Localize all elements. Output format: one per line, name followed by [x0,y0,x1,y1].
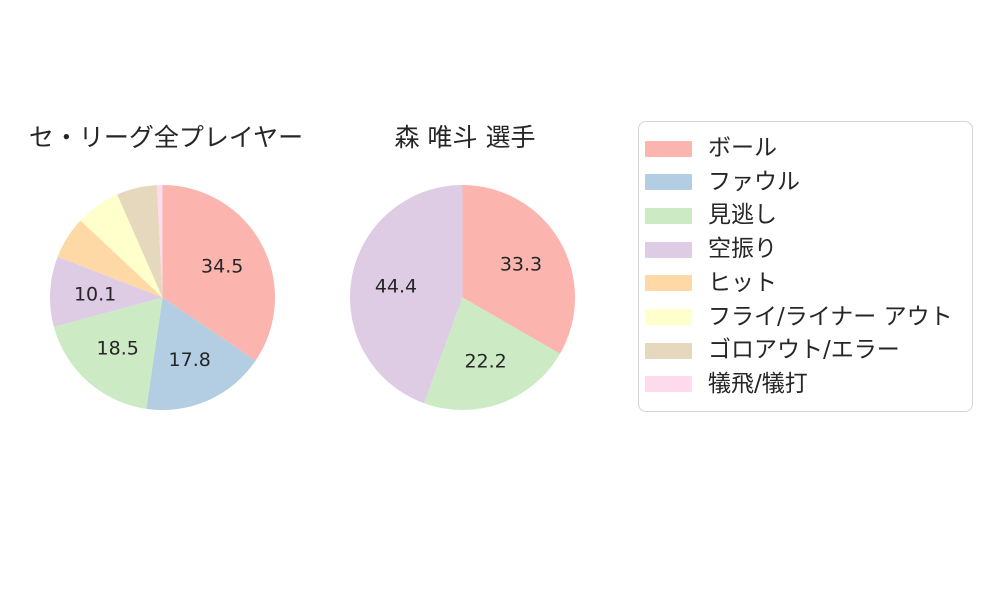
pie-title-player: 森 唯斗 選手 [394,123,536,152]
legend-label: 犠飛/犠打 [708,370,808,397]
legend-label: 見逃し [708,202,777,229]
legend-swatch-icon [645,140,692,157]
legend-swatch-icon [645,207,692,224]
pie-data-label: 33.3 [500,253,542,275]
legend-item-3: 空振り [645,233,964,266]
pie-data-label: 10.1 [74,284,116,306]
legend-swatch-icon [645,174,692,191]
pie-chart-player: 33.3 22.2 44.4 [350,185,575,410]
pie-slice-0-0 [162,185,275,361]
legend-swatch-icon [645,376,692,393]
pie-slice-0-4 [57,220,163,298]
legend-label: ファウル [708,168,800,195]
pie-slice-0-2 [53,297,163,409]
legend-swatch-icon [645,275,692,292]
pie-slice-0-7 [156,185,163,298]
legend-item-7: 犠飛/犠打 [645,368,964,401]
legend-label: フライ/ライナー アウト [708,303,953,330]
legend-label: ヒット [708,269,777,296]
legend-item-5: フライ/ライナー アウト [645,301,964,334]
legend: ボールファウル見逃し空振りヒットフライ/ライナー アウト ゴロアウト/エラー 犠飛/… [638,121,973,412]
legend-label: ゴロアウト/エラー [708,337,900,364]
pie-data-label: 18.5 [97,338,139,360]
legend-label: 空振り [708,236,777,263]
pie-title-league: セ・リーグ全プレイヤー [28,123,304,152]
legend-swatch-icon [645,342,692,359]
pie-data-label: 34.5 [201,256,243,278]
legend-swatch-icon [645,241,692,258]
pie-slice-0-3 [50,256,163,327]
pie-data-label: 22.2 [464,351,506,373]
legend-swatch-icon [645,309,692,326]
legend-item-6: ゴロアウト/エラー [645,334,964,367]
legend-item-2: 見逃し [645,199,964,232]
pie-chart-league: 34.5 17.8 18.5 10.1 [50,185,275,410]
pie-slice-0-5 [80,194,163,298]
legend-label: ボール [708,135,777,161]
pie-slice-0-1 [146,297,256,410]
pie-data-label: 17.8 [169,349,211,371]
pie-slice-1-0 [462,185,575,354]
pie-slice-1-1 [424,297,560,410]
pie-data-label: 44.4 [375,275,417,297]
legend-item-4: ヒット [645,267,964,300]
pie-slice-0-6 [117,185,163,298]
legend-item-0: ボール [645,132,964,165]
legend-item-1: ファウル [645,166,964,199]
pie-slice-1-2 [350,185,463,404]
